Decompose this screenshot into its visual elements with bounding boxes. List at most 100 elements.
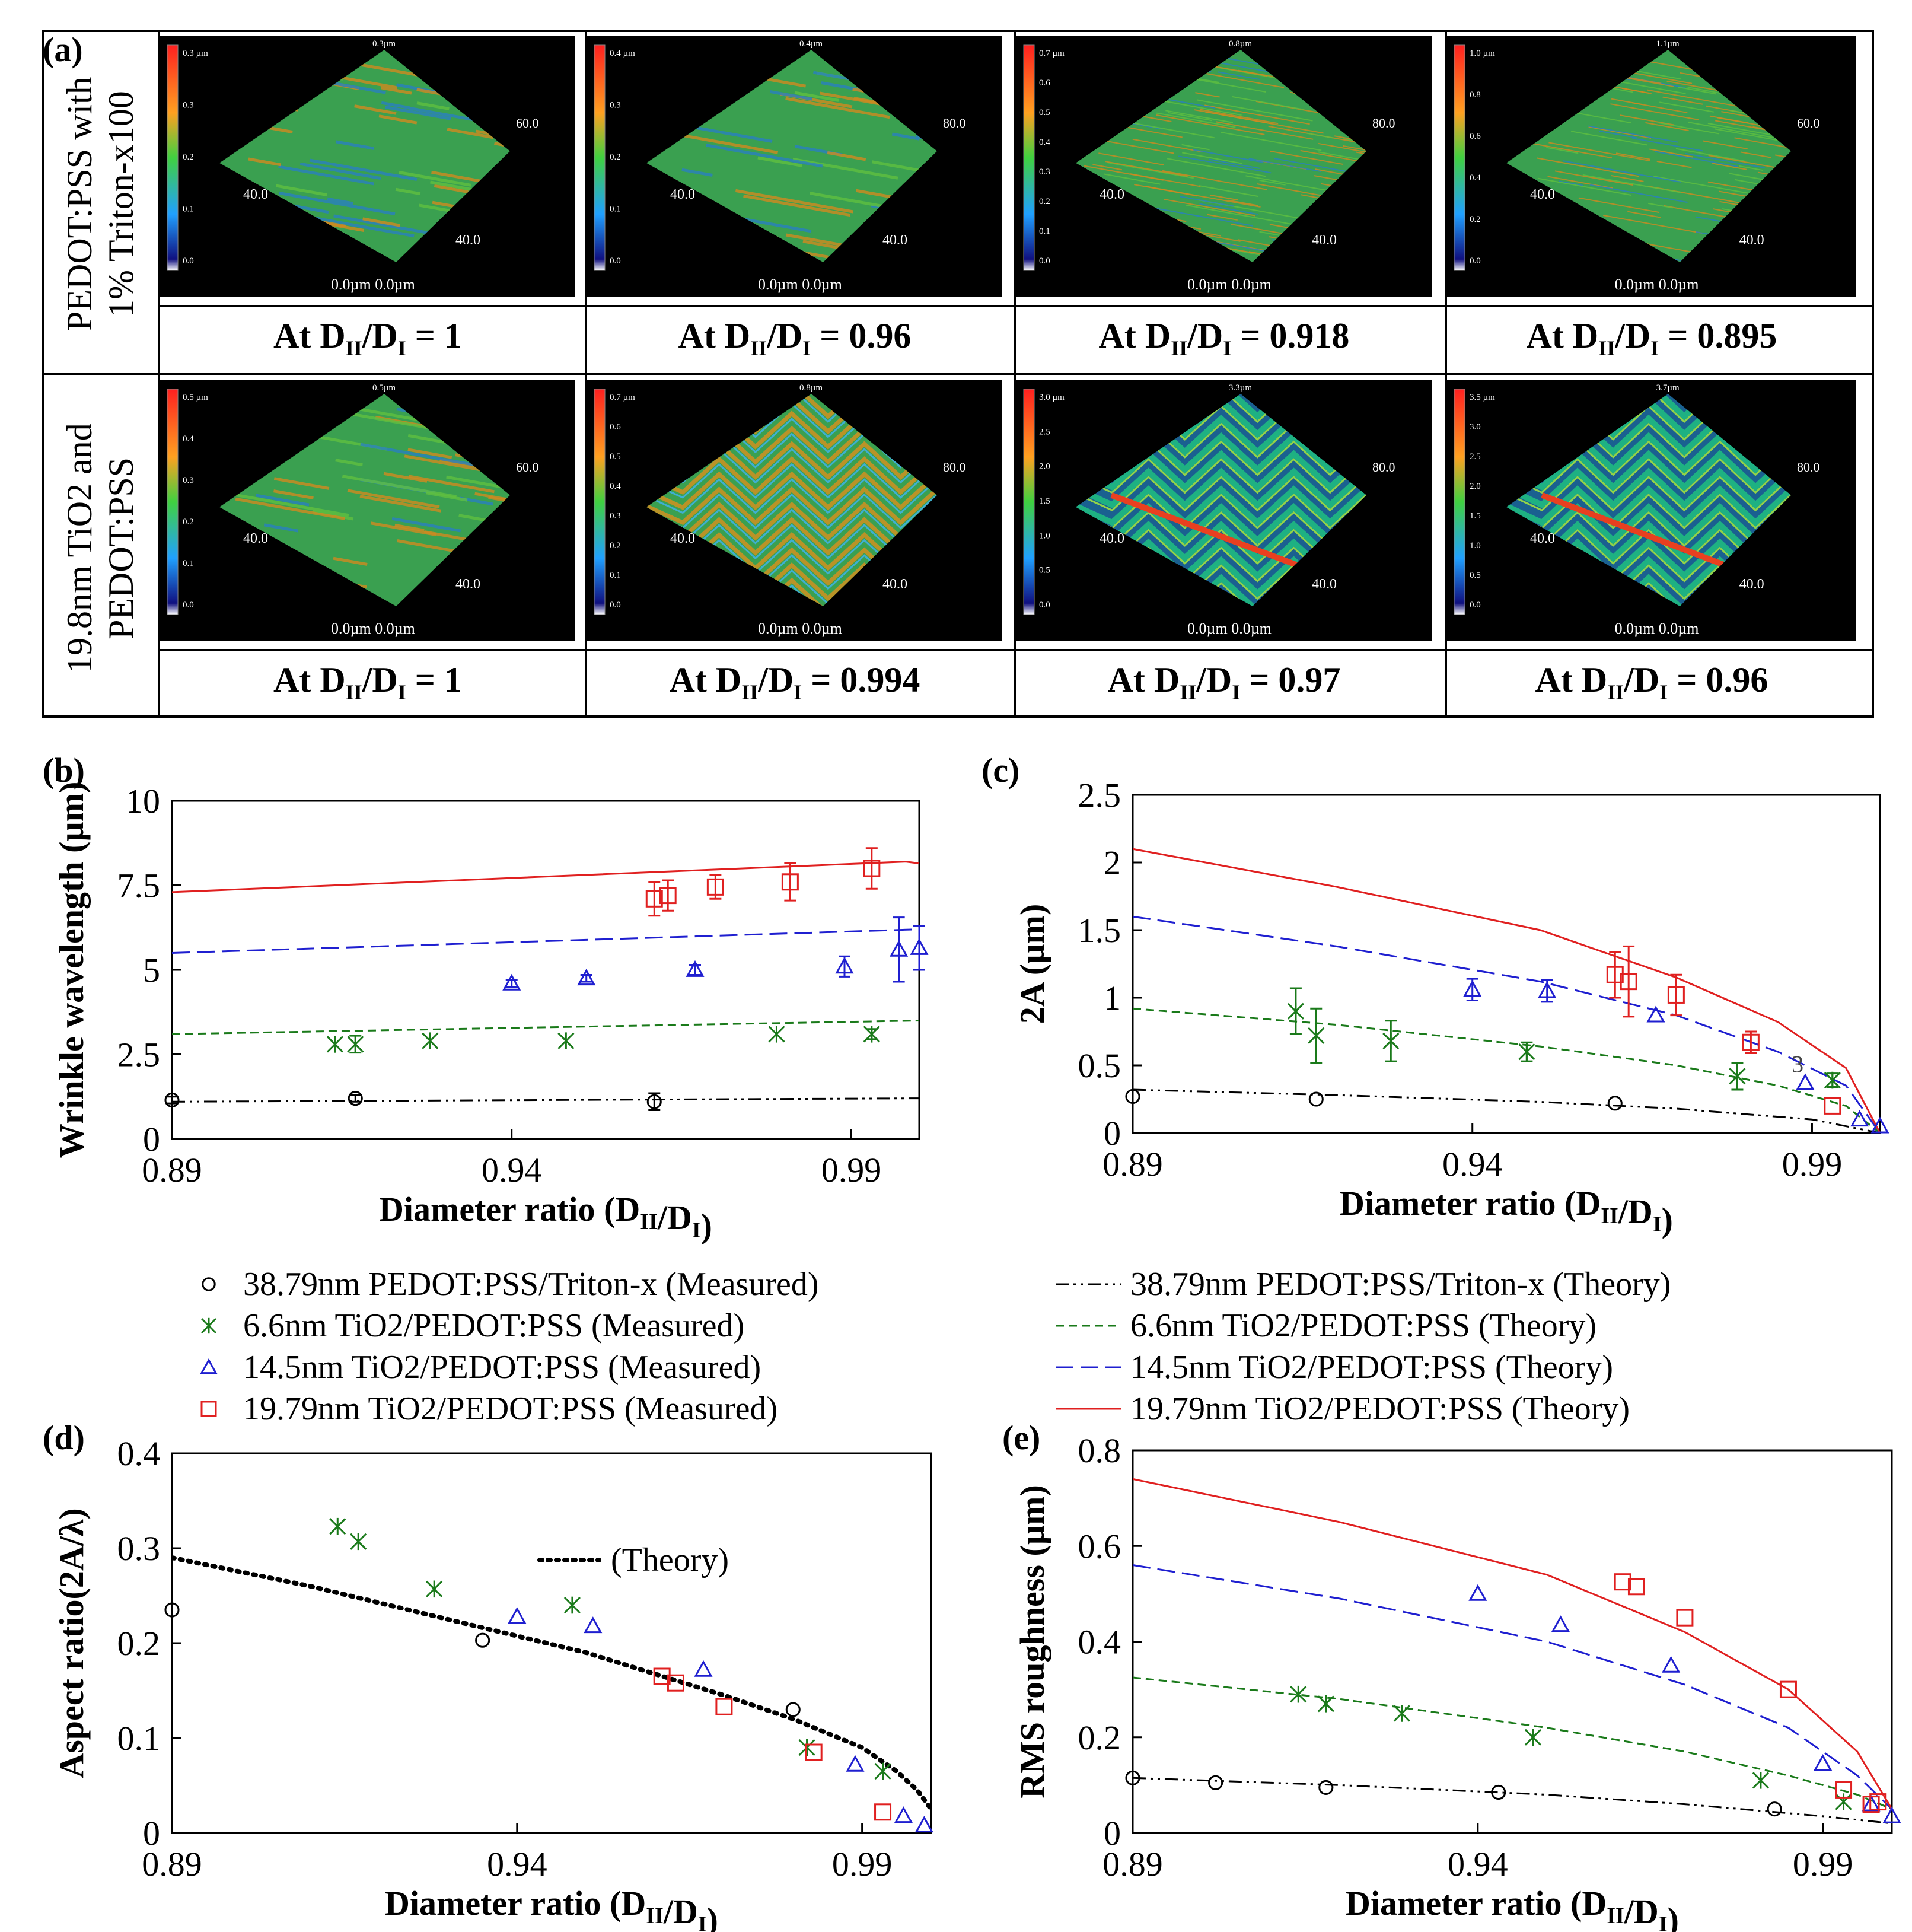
data-point [1290, 1685, 1307, 1703]
data-point [667, 1674, 684, 1692]
y-tick-label: 10 [126, 782, 160, 820]
data-point [645, 890, 663, 908]
data-point [890, 940, 909, 957]
error-bar [893, 916, 905, 983]
legend-label: 6.6nm TiO2/PEDOT:PSS (Measured) [243, 1307, 745, 1344]
error-bar [1670, 973, 1682, 1017]
row1-label: PEDOT:PSS with 1% Triton-x100 [60, 77, 141, 332]
legend-label: 38.79nm PEDOT:PSS/Triton-x (Theory) [1130, 1266, 1671, 1303]
x-tick-label: 0.89 [1102, 1845, 1163, 1883]
data-point [475, 1632, 490, 1648]
panel-a-letter: (a) [43, 30, 83, 69]
theory-line [1133, 1088, 1881, 1133]
svg-text:0.8µm: 0.8µm [799, 383, 823, 393]
afm-surface: 0.7 µm 0.6 0.5 0.4 0.3 0.2 0.1 0.0 0.8µm 40.0 80.0… [594, 383, 966, 637]
svg-text:0.0: 0.0 [1039, 256, 1050, 266]
svg-text:0.0: 0.0 [183, 600, 194, 610]
error-bar [349, 1094, 362, 1103]
data-point [686, 960, 705, 977]
svg-text:0.3: 0.3 [610, 511, 621, 521]
x-tick-label: 0.99 [821, 1151, 882, 1189]
legend-entry: 14.5nm TiO2/PEDOT:PSS (Measured) [196, 1347, 819, 1388]
chart-e-rms-roughness: 0 0.2 0.4 0.6 0.8 0.89 0.94 0.99 Diameter ratio … [1013, 1431, 1901, 1932]
y-tick-label: 0 [143, 1120, 160, 1158]
legend-entry: 6.6nm TiO2/PEDOT:PSS (Theory) [1056, 1305, 1671, 1347]
error-bar [505, 979, 518, 988]
svg-text:0.0µm 0.0µm: 0.0µm 0.0µm [331, 620, 415, 637]
svg-text:0.7 µm: 0.7 µm [610, 393, 635, 402]
svg-text:0.4: 0.4 [1470, 173, 1481, 183]
data-point [329, 1517, 346, 1535]
theory-line [172, 1020, 920, 1035]
legend-entry: 19.79nm TiO2/PEDOT:PSS (Measured) [196, 1388, 819, 1430]
error-bar [784, 862, 796, 902]
svg-text:0.1: 0.1 [610, 205, 621, 214]
svg-text:3.0 µm: 3.0 µm [1039, 393, 1065, 402]
data-point [347, 1036, 364, 1053]
data-point [326, 1036, 343, 1053]
data-point [1606, 966, 1624, 983]
data-point [502, 973, 521, 991]
panel-e-letter: (e) [1002, 1418, 1041, 1457]
x-tick-label: 0.89 [142, 1845, 202, 1883]
x-tick-label: 0.94 [487, 1845, 547, 1883]
data-point [1814, 1754, 1833, 1771]
svg-text:80.0: 80.0 [943, 116, 966, 131]
data-point [1646, 1005, 1665, 1023]
svg-text:0.7 µm: 0.7 µm [1039, 49, 1065, 58]
svg-text:2.0: 2.0 [1039, 462, 1050, 472]
x-tick-label: 0.99 [1782, 1145, 1843, 1183]
x-tick-label: 0.89 [142, 1151, 202, 1189]
afm-image: 0.4 µm 0.3 0.2 0.1 0.0 0.4µm 40.0 80.0 40.0 0.0µm… [587, 36, 1002, 297]
chart-c-amplitude: 0 0.5 1 1.5 2 2.5 0.89 0.94 0.99 Diameter ratio (… [1013, 776, 1889, 1239]
svg-text:0.2: 0.2 [183, 152, 194, 162]
svg-text:1.1µm: 1.1µm [1656, 39, 1680, 49]
data-point [910, 938, 929, 955]
data-point [1676, 1609, 1694, 1627]
svg-text:0.0: 0.0 [610, 600, 621, 610]
svg-text:0.0µm 0.0µm: 0.0µm 0.0µm [331, 276, 415, 293]
data-point [577, 969, 596, 986]
error-bar [166, 1096, 178, 1105]
data-point [508, 1607, 527, 1624]
svg-text:40.0: 40.0 [1739, 233, 1764, 248]
data-point [202, 1277, 216, 1291]
x-axis-label: Diameter ratio (DII/DI) [379, 1190, 712, 1245]
svg-text:0.5 µm: 0.5 µm [183, 393, 208, 402]
annotation: 3 [1792, 1051, 1803, 1077]
data-point [1779, 1680, 1797, 1698]
svg-text:60.0: 60.0 [1797, 116, 1820, 131]
svg-text:40.0: 40.0 [1312, 233, 1337, 248]
data-point [1468, 1584, 1487, 1601]
svg-text:2.5: 2.5 [1039, 427, 1050, 437]
theory-line [172, 1555, 933, 1812]
svg-text:0.0µm 0.0µm: 0.0µm 0.0µm [1615, 276, 1699, 293]
afm-caption: At DII/DI = 0.97 [1107, 660, 1341, 704]
afm-caption: At DII/DI = 1 [273, 316, 462, 360]
theory-line [1133, 1676, 1892, 1810]
legend-label: 6.6nm TiO2/PEDOT:PSS (Theory) [1130, 1307, 1596, 1344]
y-tick-label: 1 [1104, 979, 1121, 1017]
afm-surface: 0.7 µm 0.6 0.5 0.4 0.3 0.2 0.1 0.0 0.8µm 40.0 80.0… [1023, 39, 1395, 293]
theory-line [1133, 1007, 1881, 1133]
svg-text:3.3µm: 3.3µm [1229, 383, 1252, 393]
svg-text:0.3 µm: 0.3 µm [183, 49, 208, 58]
error-bar [648, 1092, 661, 1112]
x-axis-label: Diameter ratio (DII/DI) [1346, 1884, 1679, 1932]
svg-text:1.5: 1.5 [1470, 511, 1481, 521]
x-tick-label: 0.99 [832, 1845, 893, 1883]
afm-surface: 0.4 µm 0.3 0.2 0.1 0.0 0.4µm 40.0 80.0 40.0 0.0µm… [594, 39, 966, 293]
error-bar [913, 925, 925, 971]
panel-d-letter: (d) [43, 1418, 85, 1457]
svg-text:40.0: 40.0 [670, 187, 695, 202]
data-point [1393, 1705, 1410, 1722]
data-point [1835, 1793, 1852, 1810]
svg-text:0.4µm: 0.4µm [799, 39, 823, 49]
x-tick-label: 0.99 [1793, 1845, 1853, 1883]
svg-text:0.4: 0.4 [610, 482, 621, 491]
data-point [1767, 1801, 1782, 1817]
svg-text:80.0: 80.0 [1372, 460, 1395, 475]
error-bar [580, 974, 592, 983]
svg-text:0.5: 0.5 [1039, 566, 1050, 575]
data-point [805, 1743, 823, 1761]
